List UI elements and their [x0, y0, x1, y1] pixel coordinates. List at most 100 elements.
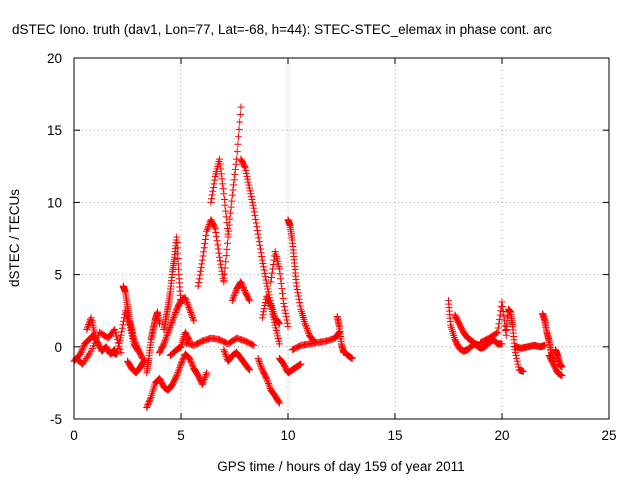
data-point — [236, 111, 244, 119]
data-point — [117, 331, 125, 339]
data-point — [228, 197, 236, 205]
y-tick-label: 15 — [47, 123, 62, 138]
axis-ticks — [73, 57, 610, 420]
data-point — [499, 303, 507, 311]
data-point — [275, 265, 283, 273]
data-point — [295, 295, 303, 303]
data-point — [184, 302, 192, 310]
data-point — [201, 240, 209, 248]
data-point — [241, 164, 249, 172]
data-point — [237, 278, 245, 286]
data-point — [222, 252, 230, 260]
data-point — [219, 271, 227, 279]
data-point — [130, 336, 138, 344]
data-point — [171, 309, 179, 317]
data-point — [262, 276, 270, 284]
data-point — [194, 282, 202, 290]
data-point — [172, 307, 180, 315]
data-point — [262, 373, 270, 381]
data-point — [189, 314, 197, 322]
data-point — [167, 320, 175, 328]
data-point — [219, 180, 227, 188]
data-point — [174, 368, 182, 376]
data-point — [541, 341, 549, 349]
x-axis-label: GPS time / hours of day 159 of year 2011 — [217, 459, 464, 474]
x-tick-label: 10 — [280, 428, 295, 443]
data-point — [132, 341, 140, 349]
data-point — [266, 301, 274, 309]
data-point — [234, 133, 242, 141]
data-point — [249, 341, 257, 349]
data-point — [283, 316, 291, 324]
data-point — [201, 236, 209, 244]
data-point — [186, 305, 194, 313]
data-point — [162, 335, 170, 343]
data-point — [266, 299, 274, 307]
data-point — [143, 402, 151, 410]
data-point — [146, 395, 154, 403]
data-point — [178, 357, 186, 365]
data-point — [267, 273, 275, 281]
data-point — [255, 234, 263, 242]
data-point — [117, 349, 125, 357]
data-point — [250, 341, 258, 349]
data-point — [242, 170, 250, 178]
data-point — [240, 285, 248, 293]
data-point — [500, 312, 508, 320]
data-point — [234, 140, 242, 148]
data-point — [177, 360, 185, 368]
data-point — [197, 264, 205, 272]
data-point — [243, 172, 251, 180]
data-point — [78, 347, 86, 355]
data-point — [83, 325, 91, 333]
data-point — [256, 245, 264, 253]
data-point — [188, 312, 196, 320]
data-point — [111, 325, 119, 333]
data-point — [187, 357, 195, 365]
data-point — [145, 399, 153, 407]
data-point — [230, 292, 238, 300]
data-point — [245, 184, 253, 192]
data-point — [241, 163, 249, 171]
chart-title: dSTEC Iono. truth (dav1, Lon=77, Lat=-68… — [12, 22, 552, 37]
data-point — [223, 239, 231, 247]
data-point — [245, 366, 253, 374]
data-point — [269, 265, 277, 273]
data-point — [159, 341, 167, 349]
data-point — [260, 263, 268, 271]
data-point — [216, 253, 224, 261]
data-point — [214, 241, 222, 249]
data-point — [215, 249, 223, 257]
data-point — [198, 256, 206, 264]
x-tick-label: 15 — [387, 428, 402, 443]
data-point — [178, 359, 186, 367]
data-point — [220, 196, 228, 204]
data-point — [231, 288, 239, 296]
data-point — [263, 279, 271, 287]
data-point — [209, 184, 217, 192]
data-point — [186, 356, 194, 364]
data-point — [167, 322, 175, 330]
data-point — [164, 330, 172, 338]
data-point — [228, 297, 236, 305]
data-point — [247, 193, 255, 201]
data-point — [519, 367, 527, 375]
data-point — [513, 357, 521, 365]
data-point — [212, 229, 220, 237]
data-point — [202, 370, 210, 378]
data-point — [198, 260, 206, 268]
data-point — [213, 237, 221, 245]
data-point — [173, 370, 181, 378]
data-point — [258, 256, 266, 264]
data-point — [228, 191, 236, 199]
data-point — [259, 311, 267, 319]
data-point — [282, 309, 290, 317]
data-point — [275, 320, 283, 328]
data-point — [168, 318, 176, 326]
data-point — [245, 365, 253, 373]
data-point — [264, 378, 272, 386]
data-point — [181, 294, 189, 302]
data-point — [217, 170, 225, 178]
data-point — [225, 221, 233, 229]
